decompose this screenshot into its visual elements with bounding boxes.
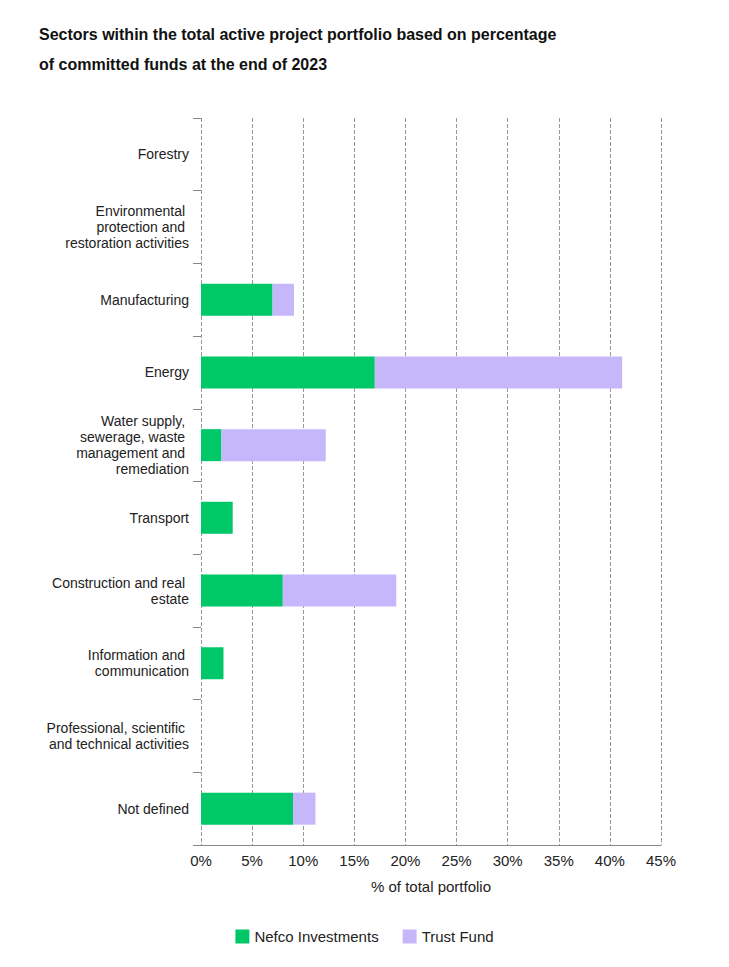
- svg-text:protection and: protection and: [96, 219, 189, 235]
- svg-text:and technical activities: and technical activities: [49, 736, 189, 752]
- svg-text:Not defined: Not defined: [117, 801, 189, 817]
- svg-text:Manufacturing: Manufacturing: [100, 292, 189, 308]
- svg-text:0%: 0%: [190, 852, 212, 869]
- svg-text:5%: 5%: [241, 852, 263, 869]
- svg-text:25%: 25%: [442, 852, 472, 869]
- svg-text:Information and: Information and: [88, 647, 189, 663]
- svg-text:Construction and real: Construction and real: [52, 575, 189, 591]
- svg-text:45%: 45%: [646, 852, 676, 869]
- svg-text:10%: 10%: [288, 852, 318, 869]
- svg-text:Forestry: Forestry: [138, 146, 189, 162]
- svg-text:20%: 20%: [390, 852, 420, 869]
- svg-text:Transport: Transport: [130, 510, 190, 526]
- svg-text:restoration activities: restoration activities: [65, 235, 189, 251]
- svg-text:Water supply,: Water supply,: [101, 413, 189, 429]
- svg-text:Nefco Investments: Nefco Investments: [254, 928, 378, 945]
- svg-text:remediation: remediation: [116, 461, 189, 477]
- svg-text:Trust Fund: Trust Fund: [422, 928, 494, 945]
- svg-text:Professional, scientific: Professional, scientific: [47, 720, 189, 736]
- svg-text:Environmental: Environmental: [96, 203, 189, 219]
- svg-text:management and: management and: [76, 445, 189, 461]
- svg-text:estate: estate: [151, 591, 189, 607]
- svg-text:communication: communication: [95, 663, 189, 679]
- svg-text:35%: 35%: [544, 852, 574, 869]
- svg-text:40%: 40%: [595, 852, 625, 869]
- svg-text:Energy: Energy: [145, 364, 189, 380]
- svg-text:Sectors within the total activ: Sectors within the total active project …: [39, 26, 561, 43]
- svg-text:30%: 30%: [493, 852, 523, 869]
- svg-text:% of total portfolio: % of total portfolio: [371, 878, 491, 895]
- svg-text:15%: 15%: [339, 852, 369, 869]
- svg-text:sewerage, waste: sewerage, waste: [80, 429, 189, 445]
- svg-text:of committed funds at the end: of committed funds at the end of 2023: [39, 56, 327, 73]
